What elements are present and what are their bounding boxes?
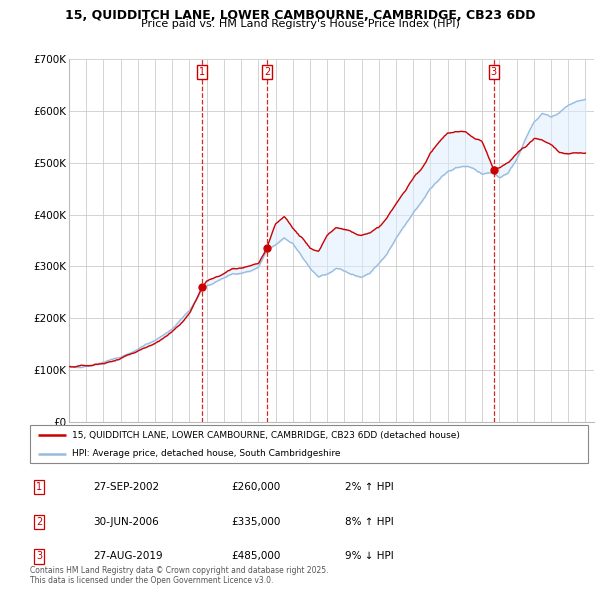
Text: 8% ↑ HPI: 8% ↑ HPI xyxy=(345,517,394,527)
Text: 2: 2 xyxy=(264,67,270,77)
Text: 15, QUIDDITCH LANE, LOWER CAMBOURNE, CAMBRIDGE, CB23 6DD (detached house): 15, QUIDDITCH LANE, LOWER CAMBOURNE, CAM… xyxy=(72,431,460,440)
Text: HPI: Average price, detached house, South Cambridgeshire: HPI: Average price, detached house, Sout… xyxy=(72,449,340,458)
Text: 27-SEP-2002: 27-SEP-2002 xyxy=(93,482,159,491)
Text: 2% ↑ HPI: 2% ↑ HPI xyxy=(345,482,394,491)
Text: £485,000: £485,000 xyxy=(231,552,280,561)
Text: £260,000: £260,000 xyxy=(231,482,280,491)
Text: Price paid vs. HM Land Registry's House Price Index (HPI): Price paid vs. HM Land Registry's House … xyxy=(140,19,460,29)
Text: 27-AUG-2019: 27-AUG-2019 xyxy=(93,552,163,561)
Text: 1: 1 xyxy=(199,67,205,77)
Text: 1: 1 xyxy=(36,482,42,491)
Text: 2: 2 xyxy=(36,517,42,527)
Text: Contains HM Land Registry data © Crown copyright and database right 2025.
This d: Contains HM Land Registry data © Crown c… xyxy=(30,566,329,585)
Text: 3: 3 xyxy=(36,552,42,561)
Text: 9% ↓ HPI: 9% ↓ HPI xyxy=(345,552,394,561)
Text: 15, QUIDDITCH LANE, LOWER CAMBOURNE, CAMBRIDGE, CB23 6DD: 15, QUIDDITCH LANE, LOWER CAMBOURNE, CAM… xyxy=(65,9,535,22)
Text: 3: 3 xyxy=(491,67,497,77)
Text: 30-JUN-2006: 30-JUN-2006 xyxy=(93,517,159,527)
FancyBboxPatch shape xyxy=(30,425,588,463)
Text: £335,000: £335,000 xyxy=(231,517,280,527)
